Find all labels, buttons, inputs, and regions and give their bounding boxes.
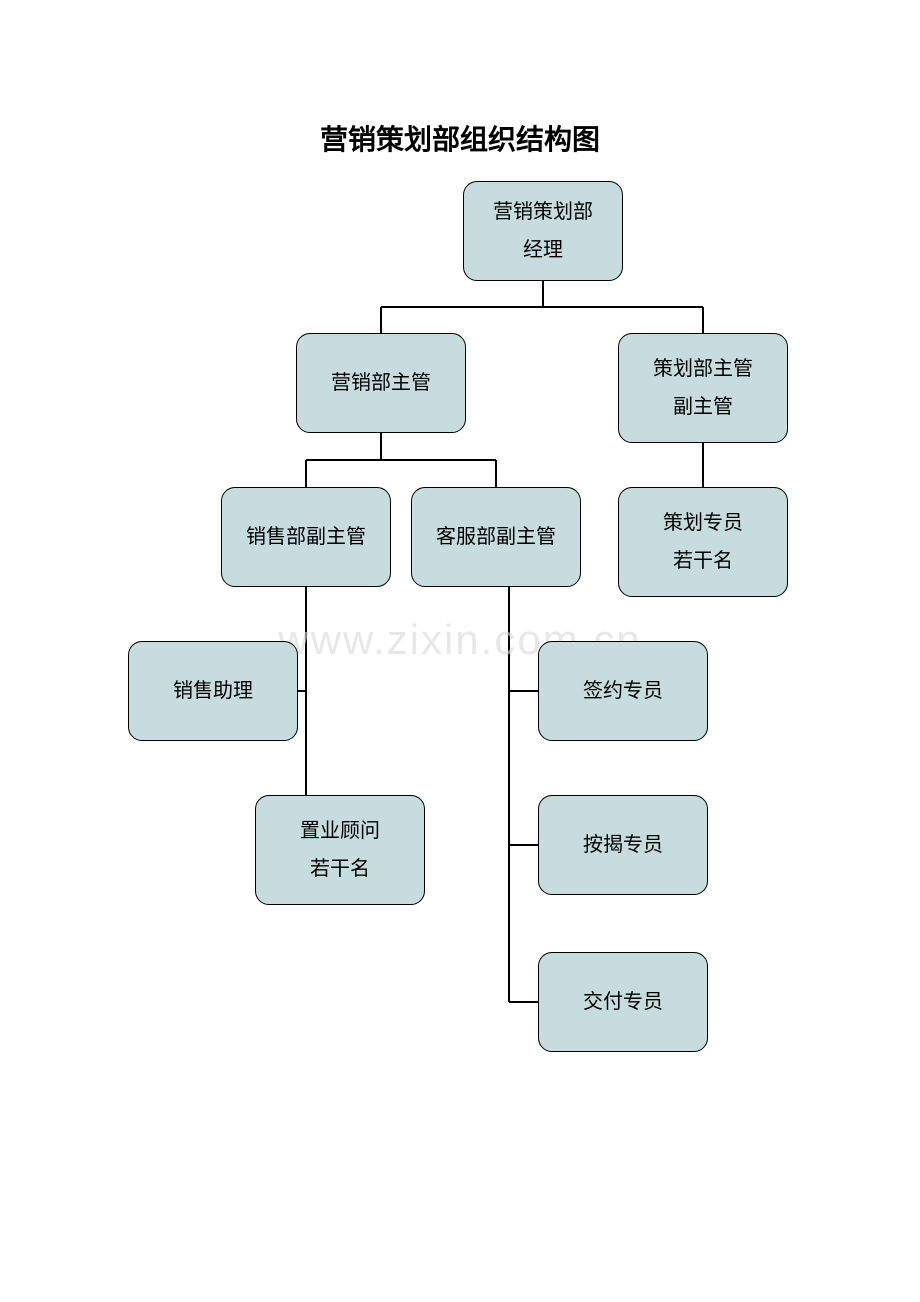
org-node-sale_asst: 销售助理 xyxy=(128,641,298,741)
page: 营销策划部组织结构图 www.zixin.com.cn 营销策划部经理营销部主管… xyxy=(0,0,920,1302)
org-node-label: 销售部副主管 xyxy=(246,518,366,556)
org-node-mortgage: 按揭专员 xyxy=(538,795,708,895)
org-node-label: 策划部主管 xyxy=(653,350,753,388)
org-node-label: 销售助理 xyxy=(173,672,253,710)
org-node-plan_mgr: 策划部主管副主管 xyxy=(618,333,788,443)
org-node-cs_dep: 客服部副主管 xyxy=(411,487,581,587)
org-node-label: 交付专员 xyxy=(583,983,663,1021)
org-node-label: 客服部副主管 xyxy=(436,518,556,556)
org-node-label: 签约专员 xyxy=(583,672,663,710)
org-node-label: 按揭专员 xyxy=(583,826,663,864)
org-node-label: 若干名 xyxy=(673,542,733,580)
org-node-root: 营销策划部经理 xyxy=(463,181,623,281)
org-node-label: 营销策划部 xyxy=(493,193,593,231)
org-node-sales_mgr: 营销部主管 xyxy=(296,333,466,433)
org-node-sales_dep: 销售部副主管 xyxy=(221,487,391,587)
org-node-sign: 签约专员 xyxy=(538,641,708,741)
org-node-delivery: 交付专员 xyxy=(538,952,708,1052)
org-node-label: 副主管 xyxy=(673,388,733,426)
org-node-label: 若干名 xyxy=(310,850,370,888)
org-node-label: 经理 xyxy=(523,231,563,269)
org-node-label: 策划专员 xyxy=(663,504,743,542)
org-node-agent: 置业顾问若干名 xyxy=(255,795,425,905)
org-node-label: 营销部主管 xyxy=(331,364,431,402)
org-node-planner: 策划专员若干名 xyxy=(618,487,788,597)
org-node-label: 置业顾问 xyxy=(300,812,380,850)
